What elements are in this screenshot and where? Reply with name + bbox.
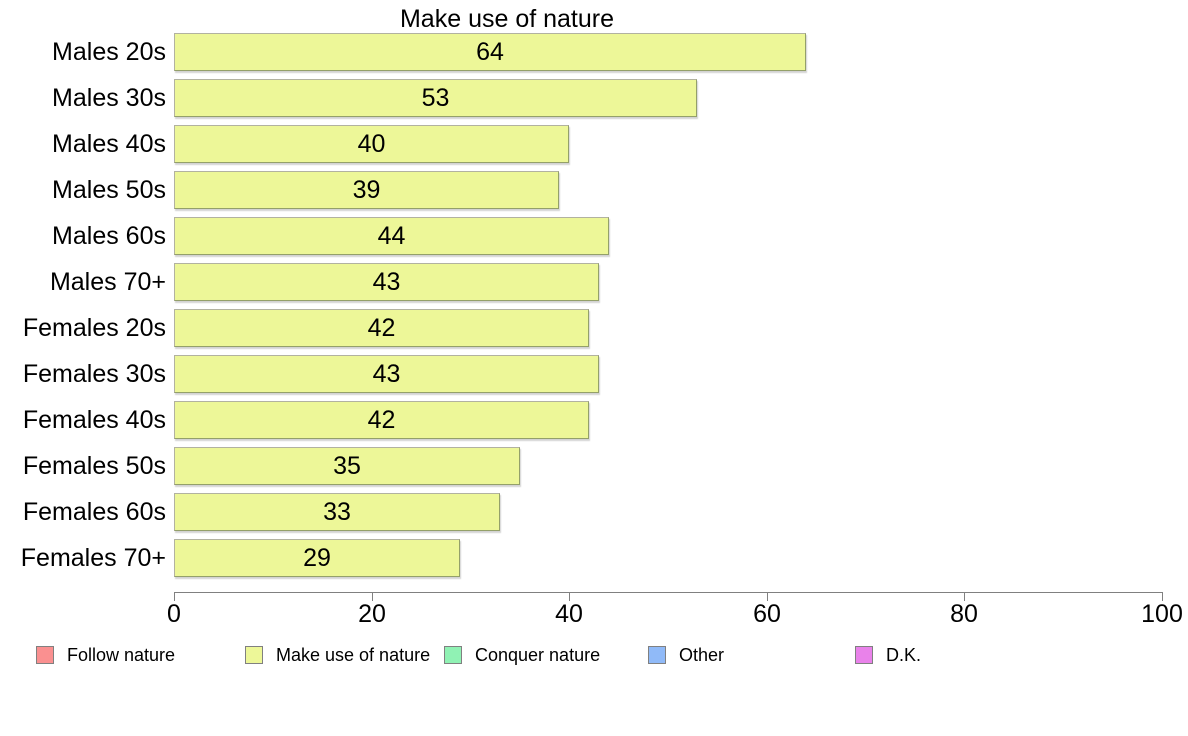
x-axis-tick [1162,592,1163,601]
bar-value-label: 42 [367,405,396,434]
bar-value-label: 42 [367,313,396,342]
bar: 29 [174,539,460,577]
bar: 53 [174,79,697,117]
follow-nature-swatch [36,646,54,664]
legend-item: Make use of nature [245,644,430,666]
x-axis-tick [569,592,570,601]
x-axis-tick [767,592,768,601]
x-axis-tick-label: 40 [555,600,583,628]
bar: 33 [174,493,500,531]
legend-item: D.K. [855,644,921,666]
x-axis-tick-label: 60 [753,600,781,628]
category-label: Females 50s [22,452,166,480]
legend-item: Follow nature [36,644,175,666]
bar: 64 [174,33,806,71]
chart-legend: Follow nature Make use of nature Conquer n… [0,644,1188,668]
category-label: Males 60s [52,222,166,250]
bar-value-label: 43 [372,359,401,388]
legend-item: Other [648,644,724,666]
legend-item: Conquer nature [444,644,600,666]
bar: 42 [174,401,589,439]
bar: 39 [174,171,559,209]
bar: 43 [174,355,599,393]
category-label: Females 30s [22,360,166,388]
category-label: Males 70+ [49,268,166,296]
legend-label: Other [679,644,725,665]
category-label: Females 70+ [20,544,166,572]
make-use-of-nature-swatch [245,646,263,664]
chart-title: Make use of nature [399,5,614,33]
legend-label: Conquer nature [475,644,601,665]
x-axis-tick-label: 20 [358,600,386,628]
other-swatch [648,646,666,664]
bar: 43 [174,263,599,301]
conquer-nature-swatch [444,646,462,664]
x-axis-tick [964,592,965,601]
category-label: Females 40s [22,406,166,434]
legend-label: Follow nature [67,644,176,665]
x-axis-line [174,592,1162,593]
bar: 44 [174,217,609,255]
category-label: Males 20s [52,38,166,66]
category-label: Males 40s [52,130,166,158]
bar-value-label: 43 [372,267,401,296]
category-label: Females 20s [22,314,166,342]
x-axis-tick-label: 80 [950,600,978,628]
bar-value-label: 39 [352,175,381,204]
category-label: Males 50s [52,176,166,204]
bar: 40 [174,125,569,163]
legend-label: D.K. [886,644,922,665]
bar-value-label: 35 [333,451,361,480]
x-axis-tick [174,592,175,601]
x-axis-tick [372,592,373,601]
legend-label: Make use of nature [276,644,431,665]
bar-value-label: 44 [377,221,406,250]
category-label: Males 30s [52,84,166,112]
bar-value-label: 53 [421,83,450,112]
category-label: Females 60s [22,498,166,526]
dk-swatch [855,646,873,664]
x-axis-tick-label: 100 [1141,600,1183,628]
bar: 42 [174,309,589,347]
bar-value-label: 64 [476,37,504,66]
bar-value-label: 29 [303,543,331,572]
bar-value-label: 40 [357,129,386,158]
x-axis-tick-label: 0 [167,600,181,628]
bar: 35 [174,447,520,485]
bar-value-label: 33 [323,497,351,526]
